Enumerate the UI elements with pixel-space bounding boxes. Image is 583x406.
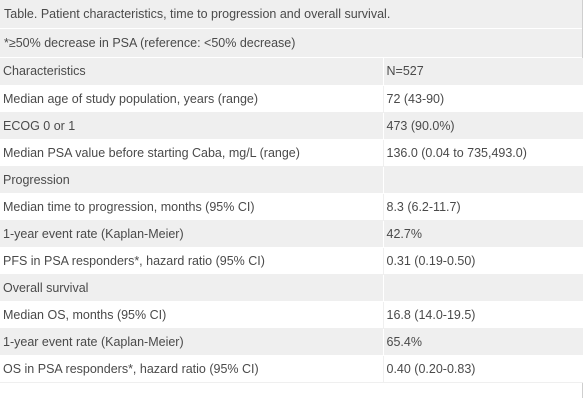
row-value: 72 (43-90) [383, 85, 583, 113]
row-label: Median PSA value before starting Caba, m… [0, 139, 384, 167]
table-row: Characteristics N=527 [0, 58, 583, 86]
row-value: 136.0 (0.04 to 735,493.0) [383, 139, 583, 167]
row-value: 473 (90.0%) [383, 112, 583, 140]
row-value: 65.4% [383, 328, 583, 356]
patient-characteristics-table: Characteristics N=527 Median age of study … [0, 58, 583, 383]
table-row: 1-year event rate (Kaplan-Meier) 65.4% [0, 328, 583, 356]
row-label: Median time to progression, months (95% … [0, 193, 384, 221]
table-row: 1-year event rate (Kaplan-Meier) 42.7% [0, 220, 583, 248]
table-footnote: *≥50% decrease in PSA (reference: <50% d… [0, 29, 582, 58]
row-label: OS in PSA responders*, hazard ratio (95%… [0, 355, 384, 383]
row-value: 8.3 (6.2-11.7) [383, 193, 583, 221]
row-label: Progression [0, 166, 384, 194]
row-value: 0.31 (0.19-0.50) [383, 247, 583, 275]
table-row: Median OS, months (95% CI) 16.8 (14.0-19.… [0, 301, 583, 329]
row-label: 1-year event rate (Kaplan-Meier) [0, 220, 384, 248]
row-label: 1-year event rate (Kaplan-Meier) [0, 328, 384, 356]
row-label: Median OS, months (95% CI) [0, 301, 384, 329]
row-label: ECOG 0 or 1 [0, 112, 384, 140]
row-label: Overall survival [0, 274, 384, 302]
table-row: OS in PSA responders*, hazard ratio (95%… [0, 355, 583, 383]
table-row: ECOG 0 or 1 473 (90.0%) [0, 112, 583, 140]
table-row: Overall survival [0, 274, 583, 302]
table-row: Median PSA value before starting Caba, m… [0, 139, 583, 167]
row-value [383, 274, 583, 302]
table-row: Median time to progression, months (95% … [0, 193, 583, 221]
table-row: Median age of study population, years (r… [0, 85, 583, 113]
row-value: 42.7% [383, 220, 583, 248]
row-label: PFS in PSA responders*, hazard ratio (95… [0, 247, 384, 275]
row-value: 0.40 (0.20-0.83) [383, 355, 583, 383]
row-value: N=527 [383, 58, 583, 86]
table-row: PFS in PSA responders*, hazard ratio (95… [0, 247, 583, 275]
table-caption: Table. Patient characteristics, time to … [0, 0, 582, 29]
row-value [383, 166, 583, 194]
table-row: Progression [0, 166, 583, 194]
row-value: 16.8 (14.0-19.5) [383, 301, 583, 329]
row-label: Median age of study population, years (r… [0, 85, 384, 113]
row-label: Characteristics [0, 58, 384, 86]
